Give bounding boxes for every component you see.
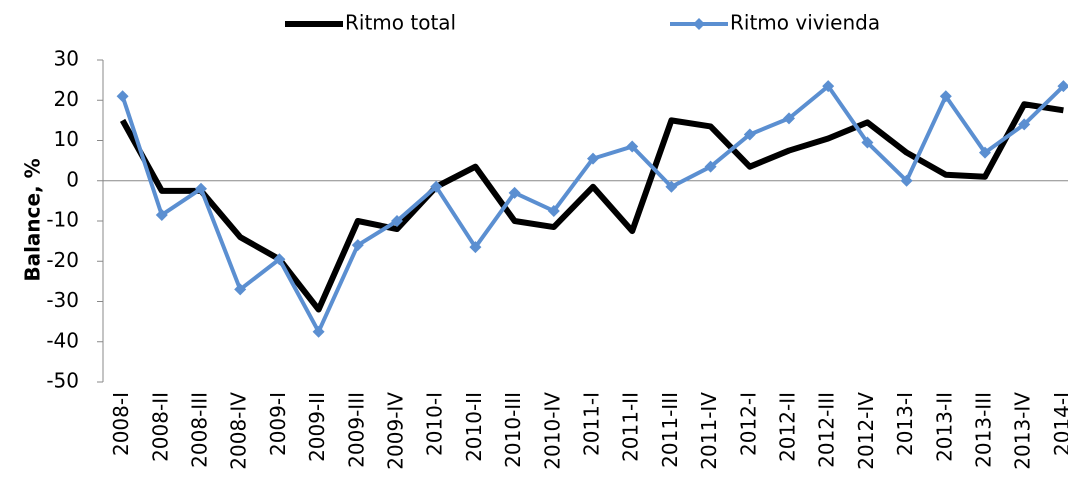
point-marker [116, 90, 129, 103]
y-tick-label: -40 [46, 328, 79, 352]
y-tick-label: 30 [54, 47, 79, 71]
x-tick-label: 2014-I [1050, 392, 1068, 456]
point-marker [900, 174, 913, 187]
y-tick-label: -20 [46, 248, 79, 272]
x-tick-label: 2013-III [972, 392, 996, 468]
x-tick-label: 2010-IV [540, 392, 564, 470]
point-marker [273, 253, 286, 266]
point-marker [939, 90, 952, 103]
y-tick-label: -50 [46, 369, 79, 393]
point-marker [312, 325, 325, 338]
point-marker [391, 215, 403, 227]
y-tick-label: -10 [46, 208, 79, 232]
x-tick-label: 2008-II [148, 392, 172, 462]
x-tick-label: 2012-I [736, 392, 760, 456]
point-marker [587, 152, 599, 165]
point-marker [508, 186, 521, 199]
series-line [120, 84, 1065, 334]
x-tick-label: 2011-III [658, 392, 682, 468]
point-marker [861, 136, 874, 149]
x-tick-label: 2010-III [501, 392, 525, 468]
x-tick-label: 2009-II [305, 392, 329, 462]
x-tick-label: 2009-III [344, 392, 368, 468]
point-marker [626, 140, 639, 153]
point-marker [547, 204, 560, 217]
x-tick-label: 2008-I [109, 392, 133, 456]
y-tick-label: 10 [54, 127, 79, 151]
x-tick-label: 2013-IV [1011, 392, 1035, 470]
x-tick-label: 2010-I [423, 392, 447, 456]
x-tick-label: 2009-IV [384, 392, 408, 470]
point-marker [351, 239, 364, 252]
x-tick-label: 2012-IV [854, 392, 878, 470]
x-tick-label: 2012-III [815, 392, 839, 468]
point-marker [979, 146, 991, 159]
point-marker [195, 182, 207, 195]
x-tick-label: 2011-IV [697, 392, 721, 470]
legend-marker [693, 18, 705, 30]
point-marker [1018, 118, 1031, 131]
point-marker [822, 80, 835, 93]
point-marker [743, 128, 756, 141]
x-tick-label: 2013-I [893, 392, 917, 456]
x-tick-label: 2008-IV [227, 392, 251, 470]
x-tick-label: 2009-I [266, 392, 290, 456]
y-axis-label: Balance, % [21, 158, 45, 281]
legend-label: Ritmo total [345, 11, 456, 35]
point-marker [704, 160, 717, 173]
x-tick-label: 2008-III [188, 392, 212, 468]
y-tick-label: -30 [46, 288, 79, 312]
x-tick-label: 2011-II [619, 392, 643, 462]
x-tick-label: 2011-I [580, 392, 604, 456]
point-marker [469, 241, 482, 254]
point-marker [783, 112, 795, 125]
point-marker [430, 180, 443, 193]
point-marker [665, 180, 678, 193]
x-tick-label: 2010-II [462, 392, 486, 462]
y-tick-label: 20 [54, 87, 79, 111]
y-tick-label: 0 [66, 167, 79, 191]
x-tick-label: 2013-II [932, 392, 956, 462]
point-marker [1057, 80, 1068, 93]
point-marker [155, 208, 168, 221]
x-tick-label: 2012-II [776, 392, 800, 462]
point-marker [234, 283, 247, 296]
legend-label: Ritmo vivienda [730, 11, 880, 35]
series-line [119, 101, 1064, 313]
